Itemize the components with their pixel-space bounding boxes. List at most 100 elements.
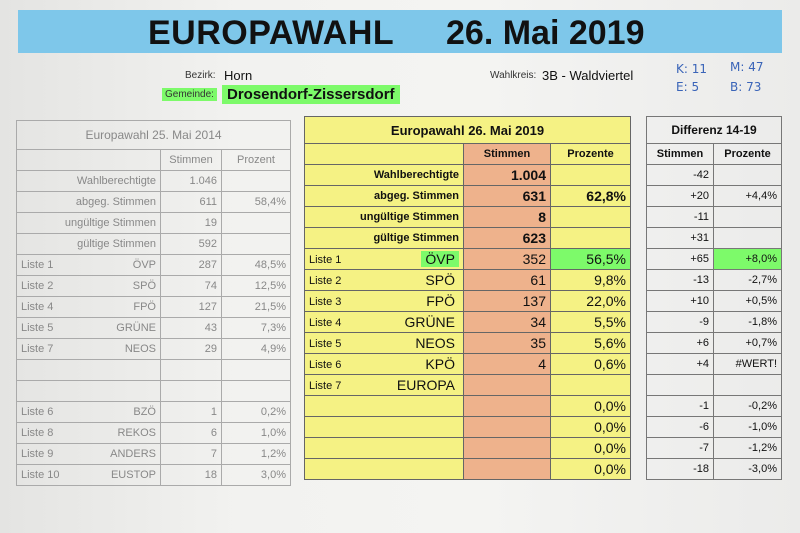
percent-diff-cell: -0,2% [713,395,782,417]
percent-cell: 1,2% [221,443,291,465]
bezirk-value: Horn [224,68,253,83]
handwritten-note: E: 5 [676,80,700,94]
table-row: Liste 8 REKOS 6 1,0% [16,422,291,444]
percent-cell: 62,8% [550,185,631,207]
votes-cell: 1.046 [160,170,222,192]
votes-cell: 137 [463,290,551,312]
table-row [646,374,782,396]
party-cell [304,458,464,480]
table-row: gültige Stimmen 623 [304,227,631,249]
table-row: -9 -1,8% [646,311,782,333]
votes-cell: 592 [160,233,222,255]
percent-cell [550,164,631,186]
party-cell: Liste 1 ÖVP [16,254,161,276]
votes-cell [463,458,551,480]
table-row: 0,0% [304,395,631,417]
percent-cell: 0,2% [221,401,291,423]
percent-cell [550,374,631,396]
votes-cell: 611 [160,191,222,213]
list-number: Liste 6 [309,359,342,371]
votes-cell: 7 [160,443,222,465]
table-row: +6 +0,7% [646,332,782,354]
percent-diff-cell: -2,7% [713,269,782,291]
party-name: ÖVP [132,259,156,271]
votes-cell: 1 [160,401,222,423]
row-label: Wahlberechtigte [304,164,464,186]
votes-cell: 29 [160,338,222,360]
votes-cell: 74 [160,275,222,297]
table-row: Liste 5 NEOS 35 5,6% [304,332,631,354]
table-row: ungültige Stimmen 8 [304,206,631,228]
votes-diff-cell: -7 [646,437,714,459]
votes-diff-cell: +6 [646,332,714,354]
table-row: Liste 6 BZÖ 1 0,2% [16,401,291,423]
party-cell: Liste 3 FPÖ [304,290,464,312]
party-cell: Liste 6 KPÖ [304,353,464,375]
party-cell: Liste 2 SPÖ [16,275,161,297]
percent-cell: 0,0% [550,395,631,417]
percent-cell: 0,0% [550,416,631,438]
votes-diff-cell: +20 [646,185,714,207]
table-row: Liste 7 NEOS 29 4,9% [16,338,291,360]
party-cell: Liste 5 GRÜNE [16,317,161,339]
percent-cell: 0,0% [550,437,631,459]
table-caption: Europawahl 26. Mai 2019 [304,116,631,144]
percent-cell: 0,0% [550,458,631,480]
percent-cell: 5,5% [550,311,631,333]
votes-cell [463,416,551,438]
results-table-2019: Europawahl 26. Mai 2019 Stimmen Prozente … [304,116,631,480]
party-name: REKOS [117,427,156,439]
column-header-prozent: Prozente [713,143,782,165]
table-row: abgeg. Stimmen 631 62,8% [304,185,631,207]
list-number: Liste 8 [21,427,54,439]
percent-cell [221,233,291,255]
table-row: ungültige Stimmen 19 [16,212,291,234]
gemeinde-label: Gemeinde: [162,88,217,101]
party-cell: Liste 5 NEOS [304,332,464,354]
percent-cell: 5,6% [550,332,631,354]
percent-cell: 1,0% [221,422,291,444]
table-row: Liste 10 EUSTOP 18 3,0% [16,464,291,486]
votes-cell: 8 [463,206,551,228]
list-number: Liste 10 [21,469,60,481]
row-label: ungültige Stimmen [16,212,161,234]
party-name: BZÖ [133,406,156,418]
party-name: KPÖ [425,356,455,372]
percent-diff-cell [713,227,782,249]
percent-cell [550,227,631,249]
party-name: FPÖ [426,293,455,309]
votes-diff-cell: -9 [646,311,714,333]
row-label: abgeg. Stimmen [16,191,161,213]
table-row: 0,0% [304,458,631,480]
votes-diff-cell [646,374,714,396]
party-name: GRÜNE [404,314,455,330]
column-header-prozent: Prozente [550,143,631,165]
votes-cell: 19 [160,212,222,234]
percent-cell [221,170,291,192]
party-cell [16,359,161,381]
list-number: Liste 4 [309,317,342,329]
handwritten-note: K: 11 [676,62,707,76]
party-cell: Liste 7 EUROPA [304,374,464,396]
table-row: Liste 1 ÖVP 352 56,5% [304,248,631,270]
table-row: -7 -1,2% [646,437,782,459]
percent-diff-cell: #WERT! [713,353,782,375]
table-row: Liste 6 KPÖ 4 0,6% [304,353,631,375]
votes-cell: 34 [463,311,551,333]
votes-cell: 35 [463,332,551,354]
party-cell [16,380,161,402]
votes-cell: 352 [463,248,551,270]
percent-cell: 9,8% [550,269,631,291]
page-title: EUROPAWAHL [148,14,395,52]
party-name: SPÖ [132,280,156,292]
gemeinde-value: Drosendorf-Zissersdorf [222,85,400,104]
list-number: Liste 7 [21,343,54,355]
party-cell: Liste 10 EUSTOP [16,464,161,486]
votes-diff-cell: -42 [646,164,714,186]
percent-cell: 22,0% [550,290,631,312]
table-row: +31 [646,227,782,249]
list-number: Liste 7 [309,380,342,392]
table-row: Liste 4 GRÜNE 34 5,5% [304,311,631,333]
table-row: -18 -3,0% [646,458,782,480]
